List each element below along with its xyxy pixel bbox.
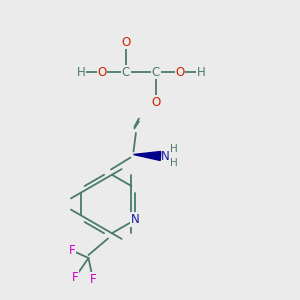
Text: O: O <box>152 95 160 109</box>
Polygon shape <box>134 152 161 160</box>
Text: H: H <box>76 65 85 79</box>
Text: H: H <box>170 158 178 168</box>
Text: F: F <box>69 244 75 257</box>
Text: F: F <box>72 271 78 284</box>
Text: N: N <box>160 149 169 163</box>
Text: O: O <box>176 65 184 79</box>
Text: C: C <box>122 65 130 79</box>
Text: O: O <box>122 35 130 49</box>
Text: C: C <box>152 65 160 79</box>
Text: H: H <box>196 65 206 79</box>
Text: N: N <box>131 213 140 226</box>
Text: O: O <box>98 65 106 79</box>
Text: F: F <box>90 273 96 286</box>
Text: H: H <box>170 144 178 154</box>
